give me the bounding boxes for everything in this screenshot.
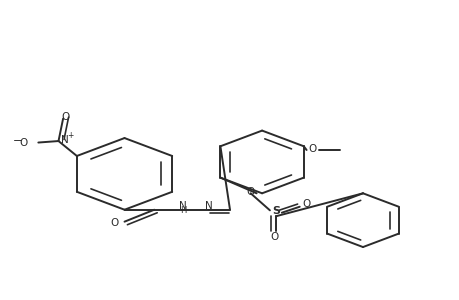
- Text: N: N: [179, 201, 187, 211]
- Text: O: O: [61, 112, 69, 122]
- Text: S: S: [271, 206, 279, 216]
- Text: −: −: [12, 136, 22, 146]
- Text: H: H: [179, 206, 186, 215]
- Text: +: +: [67, 131, 73, 140]
- Text: O: O: [246, 187, 254, 197]
- Text: O: O: [270, 232, 278, 242]
- Text: N: N: [61, 134, 68, 145]
- Text: N: N: [205, 201, 213, 211]
- Text: O: O: [302, 199, 310, 209]
- Text: O: O: [110, 218, 118, 228]
- Text: O: O: [308, 143, 316, 154]
- Text: O: O: [19, 137, 28, 148]
